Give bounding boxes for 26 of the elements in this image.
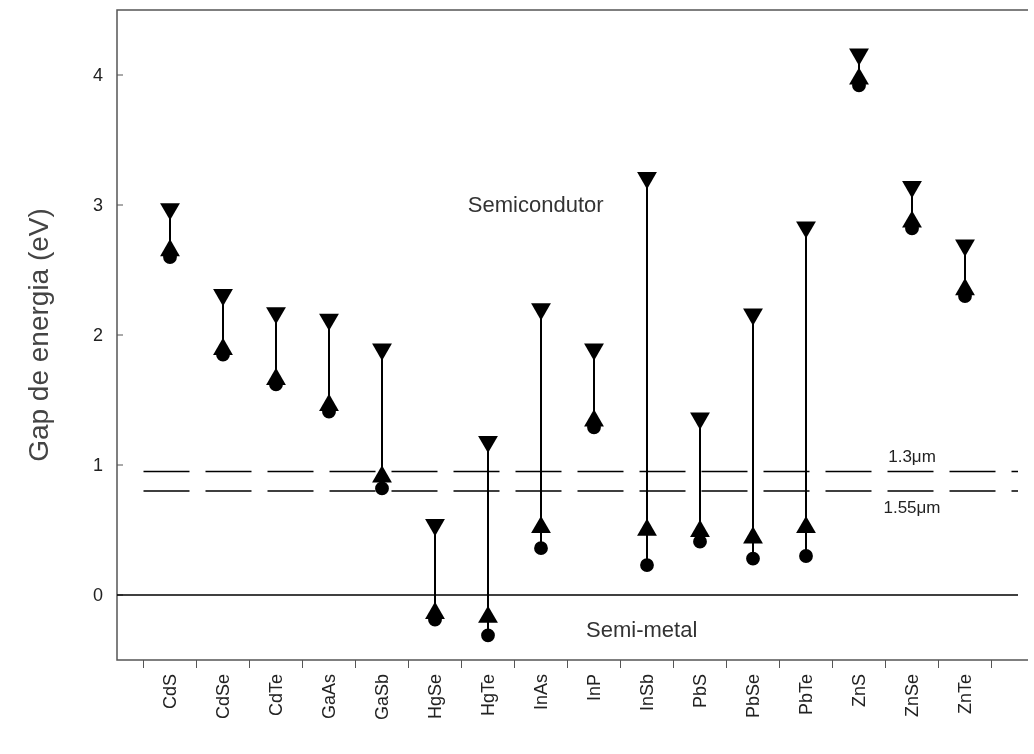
y-tick-label: 1 [92, 455, 103, 476]
x-tick-label: InAs [531, 674, 552, 711]
x-tick-label: PbSe [743, 674, 764, 719]
x-tick-label: HgSe [425, 674, 446, 720]
x-tick-label: InP [584, 674, 605, 702]
x-tick-label: CdSe [213, 674, 234, 720]
y-tick-label: 0 [92, 585, 103, 606]
x-tick-label: CdS [160, 674, 181, 710]
y-axis-title: Gap de energia (eV) [23, 208, 54, 462]
x-tick-label: CdTe [266, 674, 287, 717]
x-tick-label: ZnSe [902, 674, 923, 718]
annotation: Semicondutor [467, 191, 604, 217]
x-tick-label: ZnTe [955, 674, 976, 715]
y-tick-label: 3 [92, 195, 103, 216]
y-tick-label: 4 [92, 65, 103, 86]
x-tick-label: PbS [690, 674, 711, 709]
x-tick-label: ZnS [849, 674, 870, 708]
annotation: Semi-metal [586, 616, 698, 642]
ref-line-label: 1.3μm [888, 446, 936, 466]
y-tick-label: 2 [92, 325, 103, 346]
ref-line-label: 1.55μm [883, 498, 941, 517]
x-tick-label: GaSb [372, 674, 393, 721]
x-tick-label: InSb [637, 674, 658, 712]
x-tick-label: HgTe [478, 674, 499, 717]
x-tick-label: GaAs [319, 674, 340, 720]
x-tick-label: PbTe [796, 674, 817, 716]
